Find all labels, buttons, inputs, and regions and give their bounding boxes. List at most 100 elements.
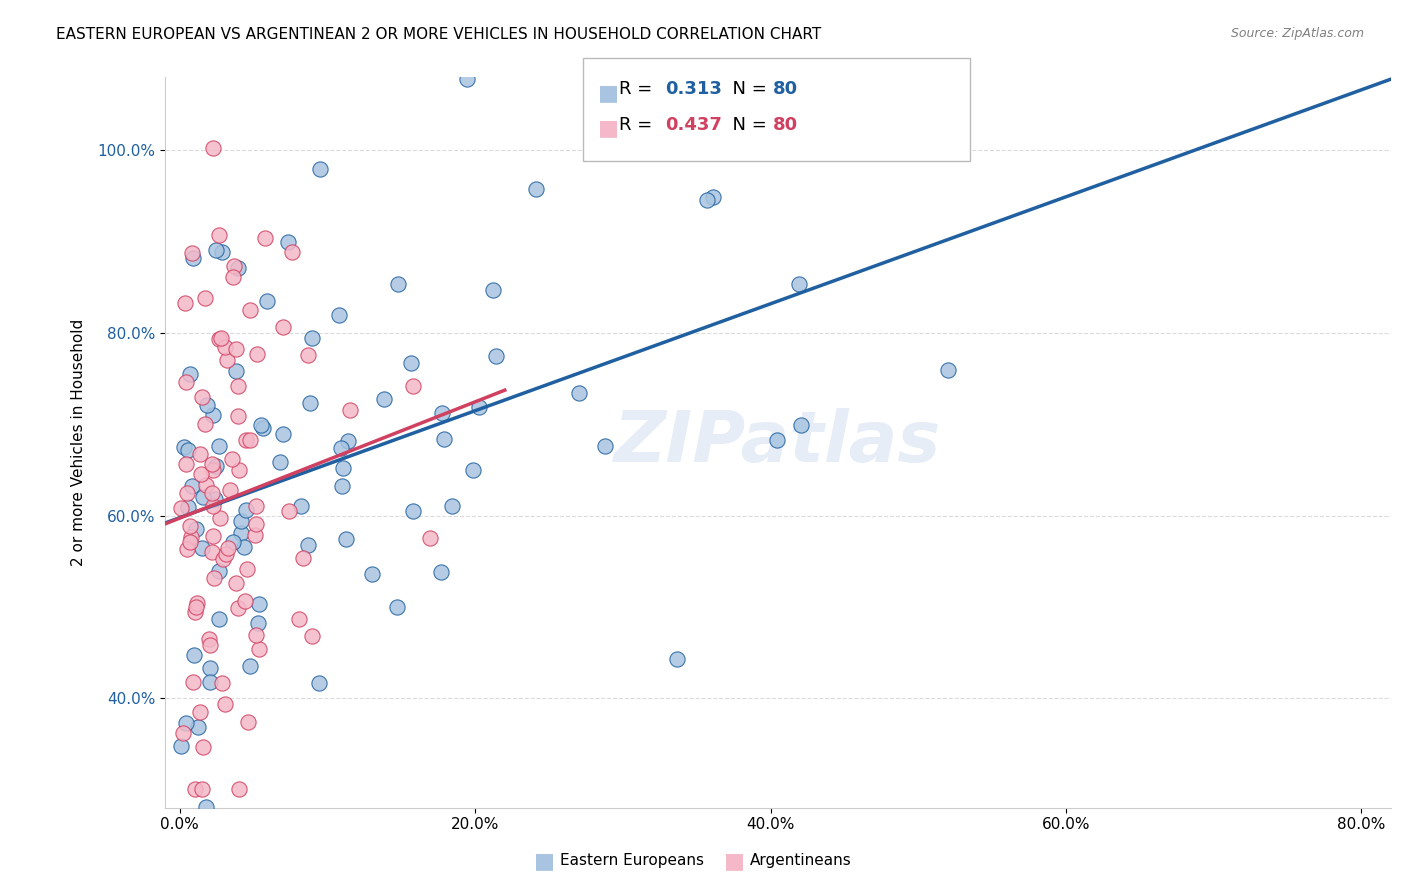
Eastern Europeans [387, 277, 409, 292]
Eastern Europeans [211, 244, 233, 259]
Eastern Europeans [229, 514, 252, 528]
Eastern Europeans [696, 193, 718, 207]
Eastern Europeans [222, 535, 245, 549]
Argentineans [215, 547, 238, 561]
Eastern Europeans [247, 616, 270, 631]
Eastern Europeans [330, 479, 353, 493]
Eastern Europeans [336, 434, 359, 449]
Eastern Europeans [485, 349, 508, 363]
Argentineans [254, 230, 277, 244]
Argentineans [212, 552, 235, 566]
Eastern Europeans [936, 362, 959, 376]
Argentineans [243, 528, 266, 542]
Eastern Europeans [568, 385, 591, 400]
Eastern Europeans [179, 368, 201, 382]
Text: R =: R = [619, 80, 658, 98]
Argentineans [233, 593, 256, 607]
Argentineans [228, 463, 250, 477]
Eastern Europeans [247, 597, 270, 611]
Argentineans [174, 457, 197, 471]
Argentineans [280, 244, 302, 259]
Eastern Europeans [208, 565, 231, 579]
Eastern Europeans [252, 421, 274, 435]
Eastern Europeans [361, 566, 384, 581]
Eastern Europeans [373, 392, 395, 406]
Argentineans [180, 245, 202, 260]
Argentineans [184, 606, 207, 620]
Eastern Europeans [309, 162, 332, 177]
Eastern Europeans [387, 599, 409, 614]
Argentineans [301, 629, 323, 643]
Eastern Europeans [766, 434, 789, 448]
Text: N =: N = [721, 116, 773, 134]
Argentineans [339, 403, 361, 417]
Argentineans [207, 332, 229, 346]
Argentineans [224, 259, 246, 273]
Eastern Europeans [401, 356, 423, 370]
Argentineans [172, 725, 194, 739]
Argentineans [217, 541, 239, 555]
Argentineans [247, 642, 270, 657]
Argentineans [236, 715, 259, 730]
Eastern Europeans [235, 503, 257, 517]
Eastern Europeans [183, 252, 205, 266]
Eastern Europeans [187, 720, 209, 734]
Eastern Europeans [790, 417, 813, 432]
Argentineans [219, 483, 242, 497]
Argentineans [186, 600, 208, 615]
Argentineans [186, 596, 208, 610]
Eastern Europeans [225, 363, 247, 377]
Argentineans [198, 632, 221, 647]
Argentineans [174, 375, 197, 389]
Argentineans [188, 706, 211, 720]
Eastern Europeans [208, 612, 231, 626]
Text: EASTERN EUROPEAN VS ARGENTINEAN 2 OR MORE VEHICLES IN HOUSEHOLD CORRELATION CHAR: EASTERN EUROPEAN VS ARGENTINEAN 2 OR MOR… [56, 27, 821, 42]
Text: ZIPatlas: ZIPatlas [614, 408, 942, 477]
Eastern Europeans [468, 400, 491, 414]
Eastern Europeans [271, 426, 294, 441]
Eastern Europeans [180, 478, 202, 492]
Argentineans [246, 346, 269, 360]
Eastern Europeans [183, 648, 205, 662]
Eastern Europeans [297, 538, 319, 552]
Eastern Europeans [201, 408, 224, 422]
Eastern Europeans [308, 675, 330, 690]
Text: ■: ■ [598, 119, 619, 138]
Argentineans [179, 519, 201, 533]
Argentineans [176, 486, 198, 500]
Argentineans [202, 529, 225, 543]
Text: R =: R = [619, 116, 658, 134]
Eastern Europeans [330, 441, 353, 455]
Argentineans [245, 516, 267, 531]
Eastern Europeans [481, 283, 503, 297]
Argentineans [226, 600, 249, 615]
Argentineans [200, 486, 222, 500]
Argentineans [235, 433, 257, 447]
Text: 80: 80 [773, 80, 799, 98]
Argentineans [225, 576, 247, 591]
Argentineans [184, 782, 207, 797]
Argentineans [201, 545, 224, 559]
Eastern Europeans [335, 532, 357, 546]
Argentineans [419, 531, 441, 545]
Eastern Europeans [205, 459, 228, 474]
Eastern Europeans [256, 293, 278, 308]
Argentineans [208, 227, 231, 242]
Y-axis label: 2 or more Vehicles in Household: 2 or more Vehicles in Household [72, 319, 86, 566]
Argentineans [245, 499, 267, 513]
Eastern Europeans [277, 235, 299, 250]
Eastern Europeans [298, 396, 321, 410]
Text: ■: ■ [724, 851, 745, 871]
Eastern Europeans [290, 499, 312, 513]
Argentineans [190, 448, 212, 462]
Eastern Europeans [430, 565, 453, 579]
Eastern Europeans [269, 454, 291, 468]
Argentineans [191, 782, 214, 797]
Argentineans [245, 628, 267, 642]
Text: 80: 80 [773, 116, 799, 134]
Eastern Europeans [461, 463, 484, 477]
Argentineans [174, 296, 197, 310]
Eastern Europeans [177, 500, 200, 515]
Argentineans [214, 697, 236, 711]
Argentineans [181, 674, 204, 689]
